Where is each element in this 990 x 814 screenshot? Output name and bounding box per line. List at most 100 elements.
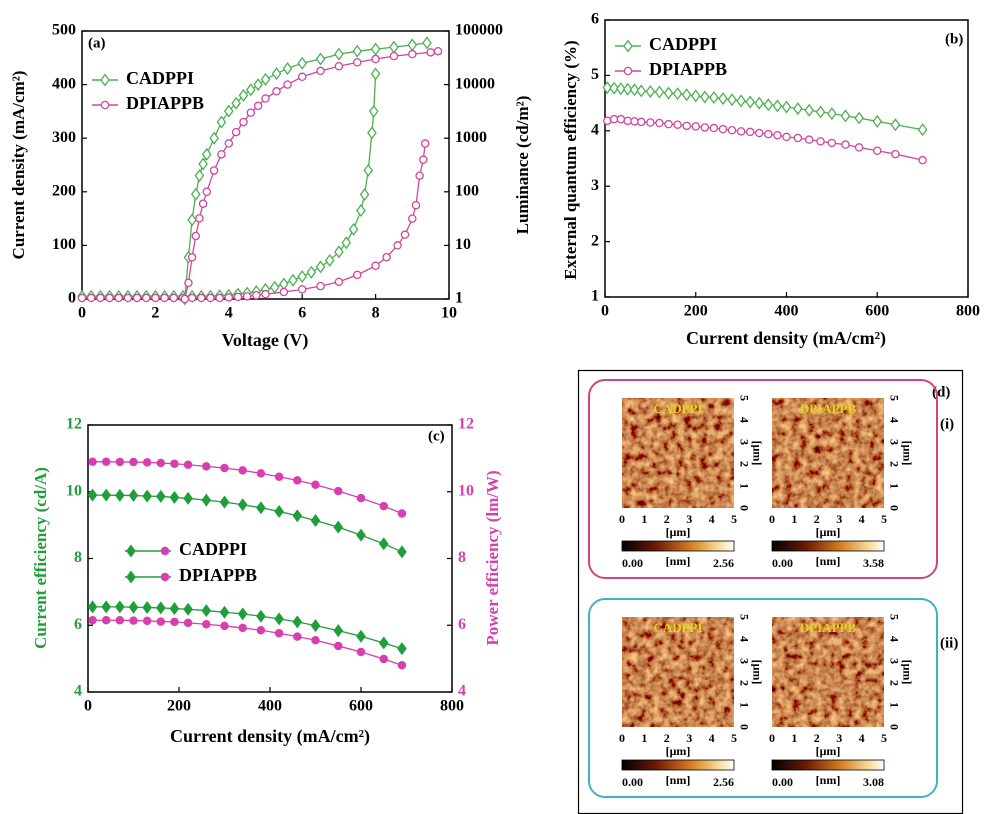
y-tick-label: 8 <box>74 549 82 566</box>
data-point <box>324 253 335 267</box>
data-point <box>88 615 97 625</box>
afm-x-unit: [μm] <box>666 744 691 758</box>
data-point <box>279 277 289 291</box>
data-point <box>306 265 317 279</box>
data-point <box>233 292 243 302</box>
data-point <box>334 277 344 287</box>
y2-tick-label: 100000 <box>455 22 503 39</box>
data-point <box>160 293 169 303</box>
data-point <box>804 103 814 117</box>
y-tick-label: 10 <box>66 482 82 499</box>
data-point <box>359 187 370 201</box>
x-tick-label: 600 <box>349 698 373 715</box>
afm-y-tick: 3 <box>887 658 901 664</box>
data-point <box>101 600 112 614</box>
data-point <box>356 647 366 657</box>
afm-y-tick: 5 <box>737 614 751 620</box>
data-point <box>316 66 325 76</box>
afm-y-tick: 2 <box>887 680 901 686</box>
data-point <box>187 213 197 227</box>
x-tick-label: 2 <box>151 305 159 322</box>
data-point <box>184 278 193 288</box>
panel-label: (b) <box>945 31 963 47</box>
x-tick-label: 4 <box>225 305 233 322</box>
legend-marker <box>623 39 633 53</box>
data-point <box>348 222 359 236</box>
data-point <box>269 280 280 294</box>
data-point <box>202 187 212 197</box>
x-tick-label: 800 <box>440 698 464 715</box>
data-point <box>261 94 270 103</box>
data-point <box>223 104 234 118</box>
series-line <box>92 619 403 666</box>
data-point <box>397 509 407 518</box>
data-point <box>220 463 229 473</box>
data-point <box>271 67 282 81</box>
data-point <box>297 285 307 294</box>
data-point <box>370 67 381 81</box>
x-tick-label: 0 <box>84 698 92 715</box>
afm-x-tick: 0 <box>619 512 625 526</box>
afm-y-tick: 5 <box>887 395 901 401</box>
y-tick-label: 200 <box>52 182 76 199</box>
data-point <box>690 89 701 103</box>
afm-y-unit: [μm] <box>750 660 764 685</box>
data-point <box>256 469 266 478</box>
data-point <box>246 83 256 97</box>
data-point <box>379 654 388 664</box>
data-point <box>363 163 374 177</box>
data-point <box>334 61 344 71</box>
data-point <box>646 118 655 127</box>
data-point <box>664 119 673 129</box>
data-point <box>274 504 284 518</box>
data-point <box>237 607 248 621</box>
data-point <box>202 462 211 471</box>
data-point <box>142 601 152 615</box>
legend-marker <box>160 572 170 582</box>
data-point <box>736 127 746 136</box>
data-point <box>623 116 632 126</box>
data-point <box>201 604 212 618</box>
data-point <box>115 488 125 502</box>
data-point <box>407 38 418 52</box>
legend-label: CADPPI <box>649 34 717 54</box>
data-point <box>297 269 308 283</box>
data-point <box>419 155 428 164</box>
data-point <box>408 49 417 59</box>
afm-x-tick: 2 <box>664 512 670 526</box>
data-point <box>231 96 241 110</box>
data-point <box>292 615 303 629</box>
afm-image <box>622 617 734 727</box>
data-point <box>709 91 719 105</box>
data-point <box>782 132 791 142</box>
data-point <box>253 101 263 111</box>
x-tick-label: 0 <box>601 303 609 320</box>
x-axis-label: Current density (mA/cm²) <box>686 328 886 349</box>
y2-tick-label: 10 <box>458 482 474 499</box>
data-point <box>202 619 211 629</box>
afm-y-tick: 0 <box>887 505 901 511</box>
data-point <box>333 520 344 534</box>
color-bar <box>621 540 735 552</box>
y2-axis-label: Power efficiency (lm/W) <box>483 470 502 645</box>
y-tick-label: 4 <box>591 121 599 138</box>
legend-marker <box>126 544 136 558</box>
data-point <box>745 127 755 137</box>
data-point <box>397 545 407 559</box>
y2-tick-label: 100 <box>455 182 479 199</box>
x-tick-label: 0 <box>78 305 86 322</box>
afm-y-tick: 5 <box>887 614 901 620</box>
scale-min: 0.00 <box>622 556 643 570</box>
data-point <box>261 289 270 299</box>
data-point <box>129 616 138 625</box>
afm-y-tick: 0 <box>737 724 751 730</box>
afm-y-tick: 1 <box>887 483 901 489</box>
afm-x-unit: [μm] <box>816 525 841 539</box>
data-point <box>827 107 837 121</box>
data-point <box>655 118 664 128</box>
y-tick-label: 3 <box>591 177 599 194</box>
data-point <box>187 293 197 303</box>
data-point <box>420 139 430 148</box>
afm-x-tick: 0 <box>769 731 775 745</box>
x-tick-label: 200 <box>684 303 708 320</box>
